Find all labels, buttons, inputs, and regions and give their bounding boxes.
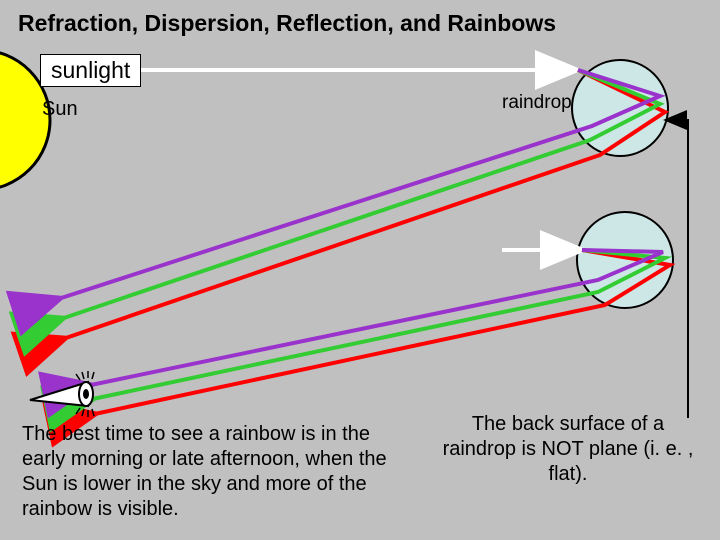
observer-eye-icon — [30, 371, 94, 417]
ray-6 — [86, 250, 663, 386]
sunlight-label: sunlight — [40, 54, 141, 87]
explanation-right: The back surface of a raindrop is NOT pl… — [438, 412, 698, 487]
page-title: Refraction, Dispersion, Reflection, and … — [18, 10, 556, 37]
raindrop-label: raindrop — [502, 92, 572, 114]
sun-label: Sun — [42, 98, 78, 121]
explanation-left: The best time to see a rainbow is in the… — [22, 422, 402, 522]
